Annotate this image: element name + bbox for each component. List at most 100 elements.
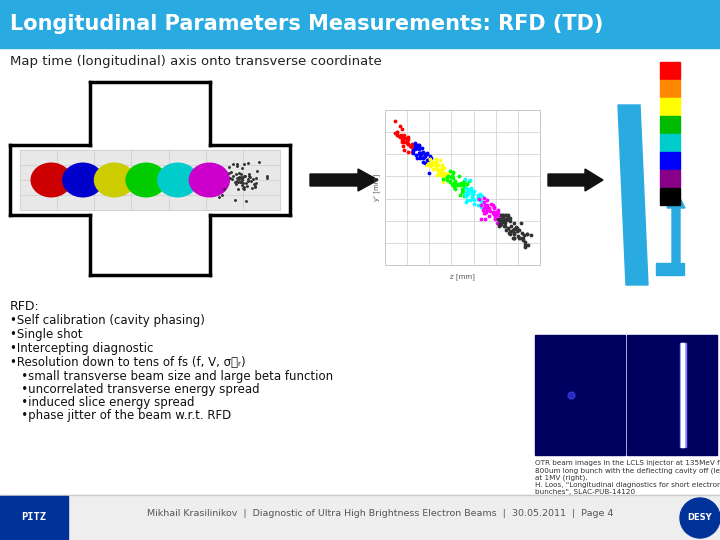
Point bbox=[249, 183, 261, 191]
Point bbox=[425, 152, 436, 160]
Point bbox=[227, 174, 238, 183]
Point bbox=[472, 201, 484, 210]
FancyArrow shape bbox=[667, 190, 685, 270]
Point bbox=[426, 160, 438, 169]
Point bbox=[496, 210, 508, 219]
Point bbox=[419, 158, 431, 167]
Point bbox=[525, 230, 536, 239]
Point bbox=[225, 174, 236, 183]
Point bbox=[468, 195, 480, 204]
Point bbox=[397, 132, 409, 140]
Point bbox=[412, 140, 423, 149]
Point bbox=[463, 177, 474, 185]
Point bbox=[436, 171, 448, 179]
Text: •phase jitter of the beam w.r.t. RFD: •phase jitter of the beam w.r.t. RFD bbox=[10, 409, 231, 422]
Point bbox=[481, 201, 492, 210]
Point bbox=[479, 208, 490, 217]
Point bbox=[233, 169, 245, 178]
Point bbox=[495, 210, 507, 219]
Point bbox=[456, 185, 468, 194]
Point bbox=[416, 144, 428, 152]
Point bbox=[508, 229, 520, 238]
Point bbox=[248, 180, 260, 188]
Point bbox=[235, 178, 246, 187]
Point bbox=[436, 170, 448, 179]
Point bbox=[467, 193, 478, 201]
FancyArrow shape bbox=[310, 169, 378, 191]
Point bbox=[446, 180, 458, 188]
Point bbox=[399, 130, 410, 139]
Point bbox=[240, 197, 251, 205]
Point bbox=[449, 177, 461, 186]
Point bbox=[406, 143, 418, 151]
Point bbox=[448, 168, 459, 177]
Point bbox=[434, 167, 446, 176]
Point bbox=[459, 178, 470, 186]
Point bbox=[461, 189, 472, 198]
Point bbox=[519, 242, 531, 251]
Point bbox=[481, 205, 492, 214]
Point bbox=[405, 141, 417, 150]
Point bbox=[413, 149, 425, 158]
Point bbox=[467, 188, 479, 197]
Point bbox=[420, 150, 432, 159]
Point bbox=[438, 173, 450, 182]
Point bbox=[494, 216, 505, 225]
Point bbox=[462, 190, 474, 198]
Point bbox=[467, 190, 478, 198]
Point bbox=[515, 219, 526, 228]
Bar bbox=[0, 0, 720, 48]
Point bbox=[251, 167, 263, 176]
Point bbox=[242, 159, 253, 167]
Point bbox=[463, 187, 474, 195]
Point bbox=[426, 153, 437, 162]
Point bbox=[468, 200, 480, 208]
Point bbox=[397, 135, 408, 144]
Point bbox=[234, 178, 246, 187]
Point bbox=[436, 166, 448, 174]
Bar bbox=[385, 110, 540, 265]
Point bbox=[443, 172, 454, 180]
Point bbox=[427, 158, 438, 166]
Point bbox=[436, 160, 448, 169]
Point bbox=[503, 224, 514, 232]
Point bbox=[479, 198, 490, 206]
Point bbox=[419, 149, 431, 158]
Point bbox=[478, 204, 490, 212]
Point bbox=[423, 159, 434, 168]
Point bbox=[488, 203, 500, 212]
Point bbox=[417, 153, 428, 162]
Bar bbox=[660, 134, 680, 151]
Point bbox=[497, 214, 508, 223]
Point bbox=[433, 166, 444, 175]
Point bbox=[394, 133, 405, 141]
Point bbox=[446, 171, 458, 180]
Point bbox=[513, 233, 525, 242]
Point bbox=[468, 187, 480, 195]
Text: •Self calibration (cavity phasing): •Self calibration (cavity phasing) bbox=[10, 314, 205, 327]
Text: OTR beam images in the LCLS injector at 135MeV for a
800um long bunch with the d: OTR beam images in the LCLS injector at … bbox=[535, 460, 720, 495]
Bar bbox=[660, 170, 680, 187]
Point bbox=[449, 180, 461, 189]
Point bbox=[216, 190, 228, 199]
Point bbox=[481, 201, 492, 210]
Point bbox=[459, 182, 470, 191]
Point bbox=[472, 192, 484, 201]
Point bbox=[498, 217, 510, 226]
Point bbox=[523, 241, 534, 249]
Point bbox=[459, 190, 471, 199]
Point bbox=[500, 222, 511, 231]
Point bbox=[489, 204, 500, 212]
Point bbox=[504, 214, 516, 223]
Point bbox=[238, 172, 250, 180]
Point bbox=[395, 131, 406, 140]
Point bbox=[493, 219, 505, 228]
Point bbox=[446, 172, 458, 180]
Point bbox=[238, 173, 249, 181]
Point bbox=[459, 177, 470, 185]
Point bbox=[495, 215, 507, 224]
Point bbox=[478, 194, 490, 202]
Point bbox=[395, 130, 407, 139]
Point bbox=[237, 175, 248, 184]
Bar bbox=[660, 98, 680, 115]
